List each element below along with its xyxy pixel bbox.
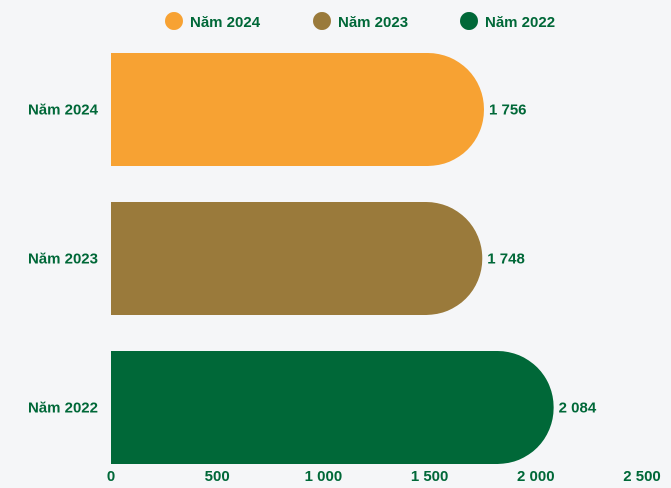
category-label: Năm 2022	[28, 400, 98, 417]
legend-label: Năm 2022	[485, 14, 555, 31]
x-tick-label: 1 000	[305, 468, 343, 485]
x-tick-label: 0	[107, 468, 115, 485]
legend: Năm 2024 Năm 2023 Năm 2022	[165, 12, 555, 31]
x-tick-label: 2 500	[623, 468, 661, 485]
value-label: 1 756	[489, 102, 527, 119]
legend-swatch	[460, 12, 478, 30]
legend-swatch	[313, 12, 331, 30]
bars	[111, 53, 554, 464]
value-label: 2 084	[559, 400, 597, 417]
x-axis: 0 500 1 000 1 500 2 000 2 500	[107, 468, 661, 485]
bar	[111, 53, 484, 166]
x-tick-label: 1 500	[411, 468, 449, 485]
category-label: Năm 2023	[28, 251, 98, 268]
bar	[111, 202, 483, 315]
legend-item: Năm 2023	[313, 12, 408, 31]
value-label: 1 748	[487, 251, 525, 268]
category-labels: Năm 2024 Năm 2023 Năm 2022	[28, 102, 99, 417]
legend-item: Năm 2024	[165, 12, 261, 31]
legend-label: Năm 2023	[338, 14, 408, 31]
x-tick-label: 500	[205, 468, 230, 485]
legend-label: Năm 2024	[190, 14, 261, 31]
x-tick-label: 2 000	[517, 468, 555, 485]
category-label: Năm 2024	[28, 102, 99, 119]
value-labels: 1 756 1 748 2 084	[487, 102, 597, 417]
legend-item: Năm 2022	[460, 12, 555, 31]
legend-swatch	[165, 12, 183, 30]
bar	[111, 351, 554, 464]
